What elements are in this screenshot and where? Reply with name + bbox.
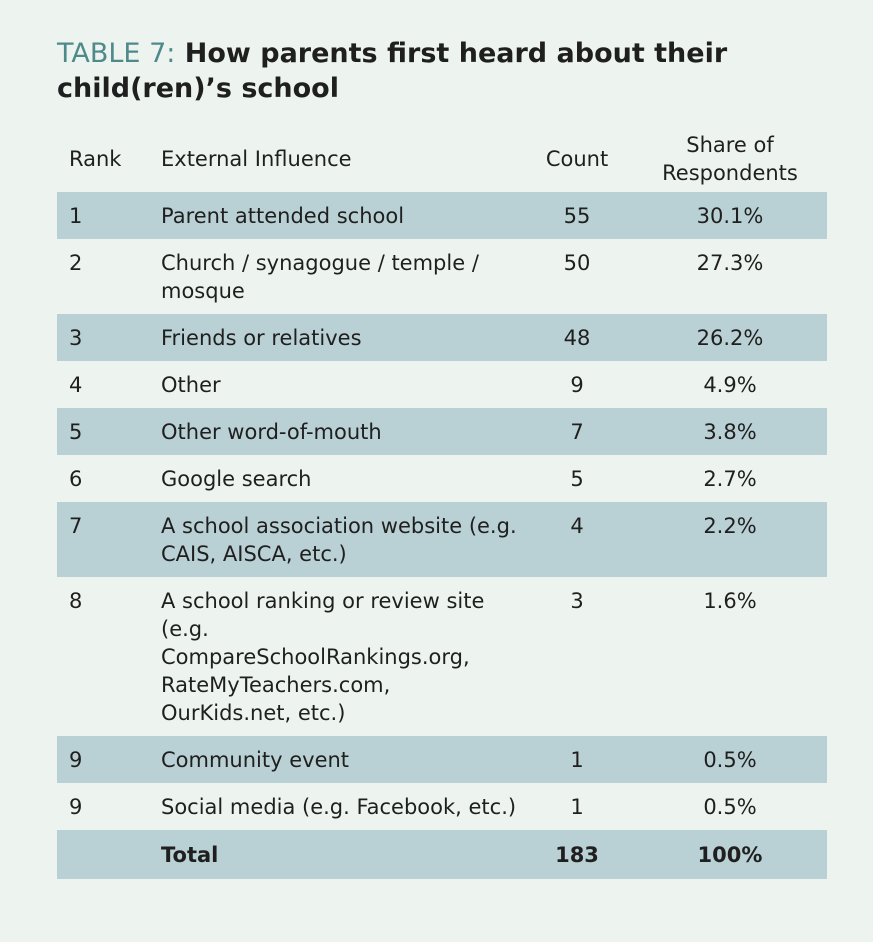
header-count: Count [545,147,609,171]
row-share: 4.9% [703,373,757,397]
table-row: 7 A school association website (e.g. CAI… [57,502,827,577]
table-row: 2 Church / synagogue / temple / mosque 5… [57,239,827,314]
header-row: Rank External Influence Count Share of R… [57,126,827,192]
table-row: 9 Social media (e.g. Facebook, etc.) 1 0… [57,783,827,830]
row-count: 50 [563,251,591,275]
table-row: 9 Community event 1 0.5% [57,736,827,783]
row-count: 55 [521,192,633,239]
row-share: 26.2% [633,314,827,361]
row-influence: Church / synagogue / temple / mosque [161,251,479,303]
table-row: 1 Parent attended school 55 30.1% [57,192,827,239]
row-count: 3 [570,589,584,613]
row-rank: 2 [69,251,83,275]
total-share: 100% [633,830,827,879]
row-influence: Other word-of-mouth [161,408,521,455]
row-influence: Friends or relatives [161,314,521,361]
row-rank: 9 [69,795,83,819]
row-influence: Google search [161,467,312,491]
row-influence: Parent attended school [161,192,521,239]
row-influence: Social media (e.g. Facebook, etc.) [161,795,517,819]
row-count: 48 [521,314,633,361]
header-influence: External Influence [161,147,352,171]
total-label: Total [161,830,521,879]
row-count: 5 [570,467,584,491]
row-count: 7 [521,408,633,455]
header-share: Share of Respondents [662,133,798,185]
row-count: 1 [570,795,584,819]
row-share: 0.5% [633,736,827,783]
row-rank: 1 [57,192,161,239]
row-share: 27.3% [696,251,764,275]
table-row: 3 Friends or relatives 48 26.2% [57,314,827,361]
row-influence: Community event [161,736,521,783]
row-count: 9 [570,373,584,397]
table-row: 6 Google search 5 2.7% [57,455,827,502]
row-share: 2.2% [633,502,827,577]
row-share: 2.7% [703,467,757,491]
row-rank: 5 [57,408,161,455]
table-title-text: How parents first heard about their chil… [57,38,728,104]
total-rank-cell [57,830,161,879]
table-title: TABLE 7: How parents first heard about t… [57,36,777,106]
table-row: 4 Other 9 4.9% [57,361,827,408]
influence-table: Rank External Influence Count Share of R… [57,126,827,879]
row-count: 4 [521,502,633,577]
row-share: 30.1% [633,192,827,239]
total-count: 183 [521,830,633,879]
table-title-label: TABLE 7: [57,38,176,69]
row-share: 0.5% [703,795,757,819]
row-rank: 4 [69,373,83,397]
total-row: Total 183 100% [57,830,827,879]
table-row: 8 A school ranking or review site (e.g. … [57,577,827,736]
row-influence: Other [161,373,221,397]
row-rank: 8 [69,589,83,613]
row-influence: A school ranking or review site (e.g. Co… [161,589,485,725]
row-rank: 9 [57,736,161,783]
header-rank: Rank [69,147,122,171]
row-rank: 3 [57,314,161,361]
row-count: 1 [521,736,633,783]
row-rank: 7 [57,502,161,577]
table-row: 5 Other word-of-mouth 7 3.8% [57,408,827,455]
row-influence: A school association website (e.g. CAIS,… [161,502,521,577]
row-share: 3.8% [633,408,827,455]
row-rank: 6 [69,467,83,491]
row-share: 1.6% [703,589,757,613]
